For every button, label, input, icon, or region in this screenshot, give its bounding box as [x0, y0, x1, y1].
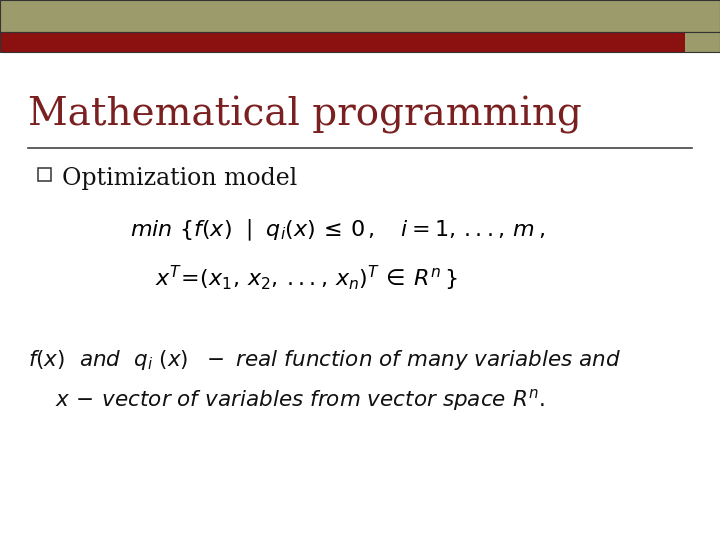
Text: $\mathit{min\ \{f(x)\ \mid\ q_i(x)\,\leq\,0\,,\quad i = 1,\,...,\,m\,,}$: $\mathit{min\ \{f(x)\ \mid\ q_i(x)\,\leq… — [130, 217, 545, 242]
Bar — [0, 0, 720, 32]
Text: $\mathit{x^T\!=\!(x_1,\,x_2,\,...,\,x_n)^T\,\in\,R^n\,\}}$: $\mathit{x^T\!=\!(x_1,\,x_2,\,...,\,x_n)… — [155, 264, 458, 293]
Bar — [38, 168, 51, 181]
Text: Optimization model: Optimization model — [62, 166, 297, 190]
Bar — [0, 32, 685, 52]
Bar — [685, 32, 720, 52]
Text: $\mathit{x\,-\,vector\ of\ variables\ from\ vector\ space\ R^n.}$: $\mathit{x\,-\,vector\ of\ variables\ fr… — [55, 387, 545, 413]
Text: Mathematical programming: Mathematical programming — [28, 96, 582, 134]
Text: $\mathit{f(x)\ \ and\ \ q_i\ (x)\ \ -\ real\ function\ of\ many\ variables\ and}: $\mathit{f(x)\ \ and\ \ q_i\ (x)\ \ -\ r… — [28, 348, 621, 372]
Bar — [0, 32, 720, 52]
Bar — [0, 0, 720, 32]
